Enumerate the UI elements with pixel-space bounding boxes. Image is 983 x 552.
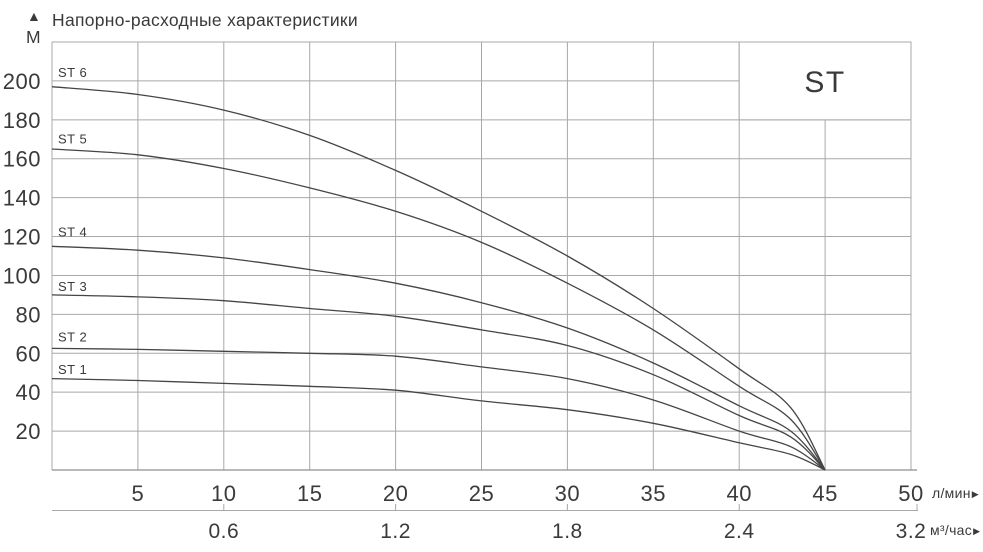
x-tick-label-35: 35 bbox=[641, 481, 666, 506]
x-axis-primary-unit-label: л/мин bbox=[932, 485, 971, 501]
x-tick-label-10: 10 bbox=[211, 481, 236, 506]
y-tick-label-180: 180 bbox=[3, 108, 41, 133]
curve-st2 bbox=[51, 347, 826, 471]
y-tick-label-80: 80 bbox=[16, 302, 41, 327]
x2-tick-label-1.2: 1.2 bbox=[380, 520, 411, 543]
x2-tick-label-1.8: 1.8 bbox=[552, 520, 583, 543]
y-tick-label-140: 140 bbox=[3, 186, 41, 211]
y-tick-label-160: 160 bbox=[3, 147, 41, 172]
curve-label-st4: ST 4 bbox=[58, 225, 87, 240]
y-tick-label-200: 200 bbox=[3, 69, 41, 94]
y-axis-unit-label: М bbox=[26, 27, 41, 47]
y-tick-label-20: 20 bbox=[16, 419, 41, 444]
curve-label-st5: ST 5 bbox=[58, 131, 87, 146]
curve-label-st3: ST 3 bbox=[58, 279, 87, 294]
curve-st5 bbox=[51, 148, 826, 471]
x-axis-secondary-unit-label: м³/час bbox=[930, 522, 973, 538]
curve-st1 bbox=[51, 377, 826, 471]
x-tick-label-50: 50 bbox=[898, 481, 923, 506]
family-label-box bbox=[738, 41, 912, 121]
chart-title: Напорно-расходные характеристики bbox=[52, 10, 358, 30]
x-axis-primary-unit: л/мин▶ bbox=[932, 485, 979, 501]
right-arrow-icon: ▶ bbox=[973, 526, 981, 536]
family-label: ST bbox=[804, 66, 845, 99]
curve-st3 bbox=[51, 294, 826, 471]
y-tick-label-120: 120 bbox=[3, 225, 41, 250]
x-tick-label-5: 5 bbox=[132, 481, 145, 506]
x-axis-secondary-unit: м³/час▶ bbox=[930, 522, 980, 538]
x-tick-label-40: 40 bbox=[726, 481, 751, 506]
x-tick-label-45: 45 bbox=[812, 481, 837, 506]
curve-st4 bbox=[51, 245, 826, 471]
x2-tick-label-0.6: 0.6 bbox=[208, 520, 239, 543]
curve-label-st6: ST 6 bbox=[58, 65, 87, 80]
curve-st6 bbox=[51, 86, 826, 471]
y-tick-label-100: 100 bbox=[3, 263, 41, 288]
right-arrow-icon: ▶ bbox=[971, 489, 979, 499]
y-tick-label-40: 40 bbox=[16, 380, 41, 405]
curve-label-st1: ST 1 bbox=[58, 362, 87, 377]
x2-tick-label-3.2: 3.2 bbox=[896, 520, 927, 543]
y-axis-arrow-icon: ▲ bbox=[27, 8, 41, 24]
x-tick-label-20: 20 bbox=[383, 481, 408, 506]
x-tick-label-25: 25 bbox=[469, 481, 494, 506]
x-tick-label-15: 15 bbox=[297, 481, 322, 506]
curve-label-st2: ST 2 bbox=[58, 330, 87, 345]
x-tick-label-30: 30 bbox=[555, 481, 580, 506]
x2-tick-label-2.4: 2.4 bbox=[724, 520, 755, 543]
y-tick-label-60: 60 bbox=[16, 341, 41, 366]
